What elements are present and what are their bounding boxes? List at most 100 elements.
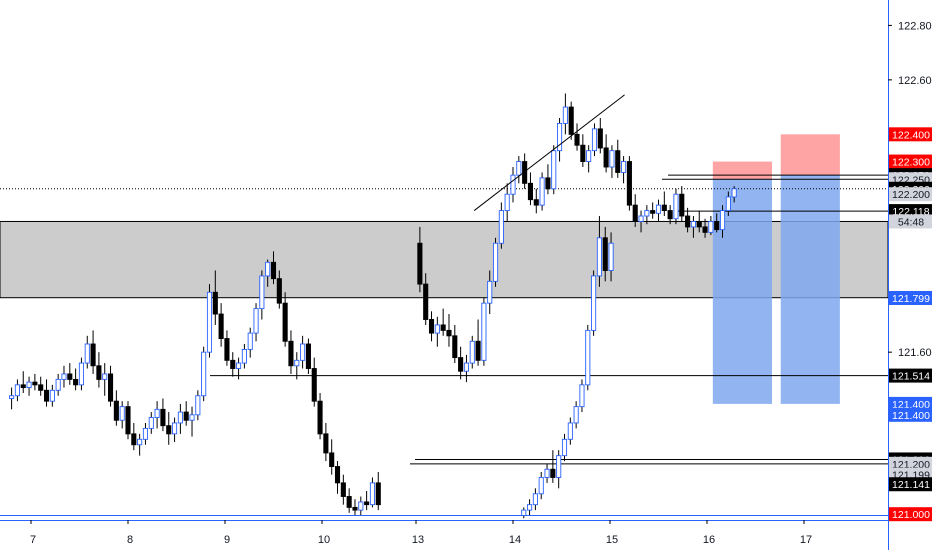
candle-body xyxy=(253,308,259,334)
y-tick-label: 122.800 xyxy=(898,20,932,32)
candle-body xyxy=(440,324,446,331)
candle-body xyxy=(323,433,329,454)
candle-body xyxy=(562,106,568,124)
candle-body xyxy=(9,395,15,399)
candle-body xyxy=(561,438,568,457)
x-tick-label: 14 xyxy=(509,534,521,546)
x-tick-label: 8 xyxy=(127,534,133,546)
candle-body xyxy=(532,493,538,506)
candle-body xyxy=(538,476,544,495)
candle-body xyxy=(241,348,247,364)
candle-body xyxy=(329,452,335,467)
candle-body xyxy=(685,215,691,228)
candle-body xyxy=(556,455,562,478)
candle-body xyxy=(276,278,282,304)
candle-body xyxy=(463,362,469,372)
candle-body xyxy=(102,373,108,380)
candle-body xyxy=(585,329,591,386)
candle-body xyxy=(142,427,149,440)
candle-body xyxy=(655,204,662,214)
price-tag-background xyxy=(889,507,932,522)
candle-body xyxy=(49,389,55,402)
candle-body xyxy=(603,147,609,168)
candle-body xyxy=(166,425,172,435)
position-2-target-box[interactable] xyxy=(780,175,840,404)
candle-body xyxy=(38,384,44,391)
candle-body xyxy=(527,182,534,201)
candle-body xyxy=(177,411,183,424)
x-tick-label: 15 xyxy=(606,534,618,546)
candle-body xyxy=(452,335,458,359)
price-tag-label: 122.200 xyxy=(892,189,930,201)
candle-body xyxy=(551,150,557,190)
candle-body xyxy=(148,417,154,429)
candle-body xyxy=(247,332,253,350)
candle-body xyxy=(352,506,358,511)
candle-body xyxy=(428,319,435,334)
candle-body xyxy=(521,509,527,517)
candle-body xyxy=(375,482,381,506)
candle-body xyxy=(305,343,311,369)
trendline[interactable] xyxy=(473,94,625,211)
candle-body xyxy=(282,302,288,342)
candle-body xyxy=(26,381,32,389)
x-tick-label: 10 xyxy=(318,534,330,546)
x-tick-label: 9 xyxy=(224,534,230,546)
price-tag-background xyxy=(889,407,932,422)
candle-body xyxy=(67,373,73,380)
candle-body xyxy=(55,378,61,391)
candle-body xyxy=(725,196,731,212)
candle-body xyxy=(696,221,702,228)
candle-body xyxy=(574,133,580,146)
candle-body xyxy=(557,122,563,152)
candle-body xyxy=(458,357,464,372)
candle-body xyxy=(731,188,737,198)
candle-body xyxy=(492,242,499,282)
price-tag-background xyxy=(889,127,932,142)
candle-body xyxy=(423,283,429,320)
candle-body xyxy=(61,373,67,380)
position-2-stop-box[interactable] xyxy=(780,134,840,176)
price-tag-background xyxy=(889,154,932,169)
candle-body xyxy=(334,466,341,484)
candle-body xyxy=(172,422,178,435)
candle-body xyxy=(533,199,539,206)
candle-body xyxy=(32,381,38,386)
candle-body xyxy=(567,422,573,440)
candle-body xyxy=(550,468,556,478)
candle-body xyxy=(206,291,213,353)
candle-body xyxy=(364,501,370,506)
candle-body xyxy=(311,368,317,402)
candle-body xyxy=(230,359,236,369)
candle-body xyxy=(270,261,277,280)
candle-body xyxy=(615,150,621,173)
candle-body xyxy=(527,504,533,511)
candle-body xyxy=(609,150,615,168)
candle-body xyxy=(650,210,656,214)
candle-body xyxy=(545,177,551,190)
candle-body xyxy=(417,242,423,285)
candle-body xyxy=(300,343,306,361)
candle-body xyxy=(516,161,522,176)
candle-body xyxy=(154,408,160,418)
x-tick-label: 16 xyxy=(703,534,715,546)
price-tag-background xyxy=(889,456,932,471)
candle-body xyxy=(702,226,708,233)
candle-body xyxy=(212,291,218,315)
candle-body xyxy=(539,177,545,206)
candle-body xyxy=(446,329,452,337)
price-tag-background xyxy=(889,290,932,305)
candle-body xyxy=(719,210,726,231)
candle-body xyxy=(14,384,20,397)
candle-body xyxy=(481,302,487,361)
price-tag-label: 122.400 xyxy=(892,129,930,141)
candle-body xyxy=(597,128,603,149)
price-tag-background xyxy=(889,396,932,411)
candle-body xyxy=(131,433,137,446)
candle-body xyxy=(78,362,84,386)
candle-body xyxy=(119,406,125,421)
position-1-stop-box[interactable] xyxy=(712,161,772,180)
candle-body xyxy=(317,400,323,435)
candle-body xyxy=(673,193,679,220)
